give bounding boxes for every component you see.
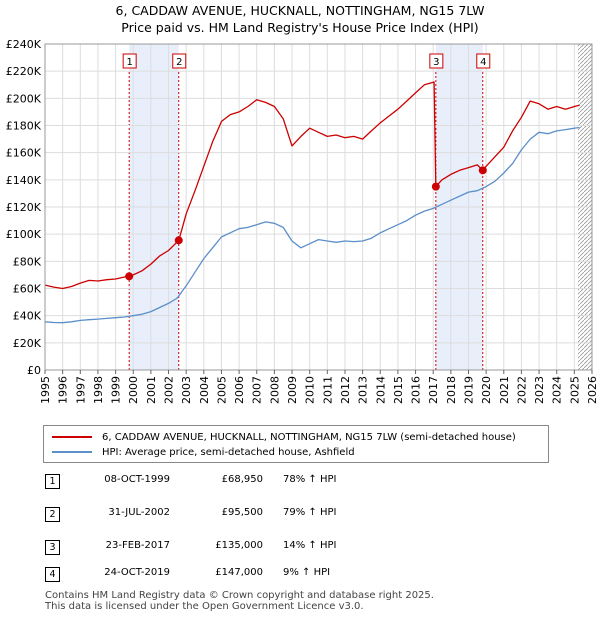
sale-label-box [122, 53, 137, 69]
sale-date: 23-FEB-2017 [105, 540, 170, 551]
x-tick-label: 1995 [39, 376, 52, 404]
x-tick-label: 1997 [74, 376, 87, 404]
x-tick-label: 2016 [410, 376, 423, 404]
x-tick-label: 2008 [268, 376, 281, 404]
price-chart: 1 2 3 4 £0 £20K £40K £60K £80K £100K £120K £140K £1… [6, 38, 599, 404]
sale-row: 4 24-OCT-2019 £147,000 9% ↑ HPI [0, 567, 600, 583]
sale-point [125, 272, 134, 281]
x-tick-label: 1996 [57, 376, 70, 404]
sale-hpi-diff: 79% ↑ HPI [283, 507, 337, 518]
y-tick-label: £240K [6, 38, 42, 51]
x-tick-label: 1998 [92, 376, 105, 404]
y-tick-label: £200K [6, 92, 42, 105]
sale-row: 3 23-FEB-2017 £135,000 14% ↑ HPI [0, 540, 600, 556]
sale-label: 2 [176, 57, 182, 68]
sale-price: £147,000 [215, 567, 263, 578]
x-tick-label: 2011 [321, 376, 334, 404]
x-tick-label: 2019 [462, 376, 475, 404]
x-tick-label: 2005 [215, 376, 228, 404]
x-tick-label: 2004 [198, 376, 211, 404]
sale-point [478, 166, 487, 175]
sale-price: £95,500 [221, 507, 263, 518]
legend: 6, CADDAW AVENUE, HUCKNALL, NOTTINGHAM, … [43, 425, 549, 463]
hpi-line [45, 126, 580, 324]
sale-label-box [429, 53, 444, 69]
chart-title-line1: 6, CADDAW AVENUE, HUCKNALL, NOTTINGHAM, … [115, 3, 485, 18]
sale-price: £135,000 [215, 540, 263, 551]
footer-line2: This data is licensed under the Open Gov… [45, 601, 364, 612]
y-tick-label: £0 [27, 364, 41, 377]
sale-date: 24-OCT-2019 [104, 567, 170, 578]
footer-attribution: Contains HM Land Registry data © Crown c… [45, 590, 434, 612]
sale-date: 31-JUL-2002 [108, 507, 170, 518]
y-tick-label: £80K [13, 255, 42, 268]
sale-row: 2 31-JUL-2002 £95,500 79% ↑ HPI [0, 507, 600, 523]
legend-label-property: 6, CADDAW AVENUE, HUCKNALL, NOTTINGHAM, … [102, 431, 516, 443]
sale-number-badge: 4 [45, 567, 60, 582]
y-tick-label: £120K [6, 201, 42, 214]
sale-hpi-diff: 9% ↑ HPI [283, 567, 331, 578]
x-tick-label: 2020 [480, 376, 493, 404]
x-tick-label: 2000 [127, 376, 140, 404]
x-tick-label: 2025 [568, 376, 581, 404]
sale-number-badge: 2 [45, 507, 60, 522]
y-tick-label: £160K [6, 147, 42, 160]
legend-item-property: 6, CADDAW AVENUE, HUCKNALL, NOTTINGHAM, … [52, 430, 516, 444]
x-tick-label: 2001 [145, 376, 158, 404]
x-tick-label: 2009 [286, 376, 299, 404]
legend-swatch-property [52, 436, 92, 438]
y-tick-label: £180K [6, 120, 42, 133]
x-tick-label: 1999 [110, 376, 123, 404]
x-tick-label: 2012 [339, 376, 352, 404]
x-tick-label: 2021 [498, 376, 511, 404]
x-tick-label: 2015 [392, 376, 405, 404]
sale-label: 1 [126, 57, 132, 68]
sale-label: 3 [433, 57, 439, 68]
sale-label-box [172, 53, 187, 69]
x-tick-label: 2003 [180, 376, 193, 404]
footer-line1: Contains HM Land Registry data © Crown c… [45, 590, 434, 601]
x-tick-label: 2014 [374, 376, 387, 404]
y-tick-label: £60K [13, 283, 42, 296]
legend-label-hpi: HPI: Average price, semi-detached house,… [102, 446, 355, 458]
sale-number-badge: 3 [45, 540, 60, 555]
sale-hpi-diff: 78% ↑ HPI [283, 474, 337, 485]
x-tick-label: 2002 [163, 376, 176, 404]
legend-swatch-hpi [52, 451, 92, 453]
sale-point [174, 236, 183, 245]
x-tick-label: 2023 [533, 376, 546, 404]
y-tick-label: £140K [6, 174, 42, 187]
sale-hpi-diff: 14% ↑ HPI [283, 540, 337, 551]
chart-title-line2: Price paid vs. HM Land Registry's House … [121, 20, 479, 35]
y-tick-label: £40K [13, 310, 42, 323]
property-price-line [45, 81, 580, 290]
sale-label-box [476, 53, 491, 69]
x-tick-label: 2017 [427, 376, 440, 404]
x-tick-label: 2007 [251, 376, 264, 404]
x-tick-label: 2024 [551, 376, 564, 404]
chart-title: 6, CADDAW AVENUE, HUCKNALL, NOTTINGHAM, … [0, 2, 600, 36]
sale-number-badge: 1 [45, 474, 60, 489]
x-tick-label: 2013 [357, 376, 370, 404]
x-tick-label: 2026 [586, 376, 599, 404]
y-tick-label: £20K [13, 337, 42, 350]
sale-label: 4 [480, 57, 486, 68]
x-tick-label: 2006 [233, 376, 246, 404]
sale-point [431, 182, 440, 191]
sale-price: £68,950 [221, 474, 263, 485]
legend-item-hpi: HPI: Average price, semi-detached house,… [52, 445, 355, 459]
sale-date: 08-OCT-1999 [104, 474, 170, 485]
x-tick-label: 2010 [304, 376, 317, 404]
plot-frame [44, 43, 593, 371]
y-tick-label: £100K [6, 228, 42, 241]
x-tick-label: 2022 [515, 376, 528, 404]
y-tick-label: £220K [6, 65, 42, 78]
x-tick-label: 2018 [445, 376, 458, 404]
sale-row: 1 08-OCT-1999 £68,950 78% ↑ HPI [0, 474, 600, 490]
